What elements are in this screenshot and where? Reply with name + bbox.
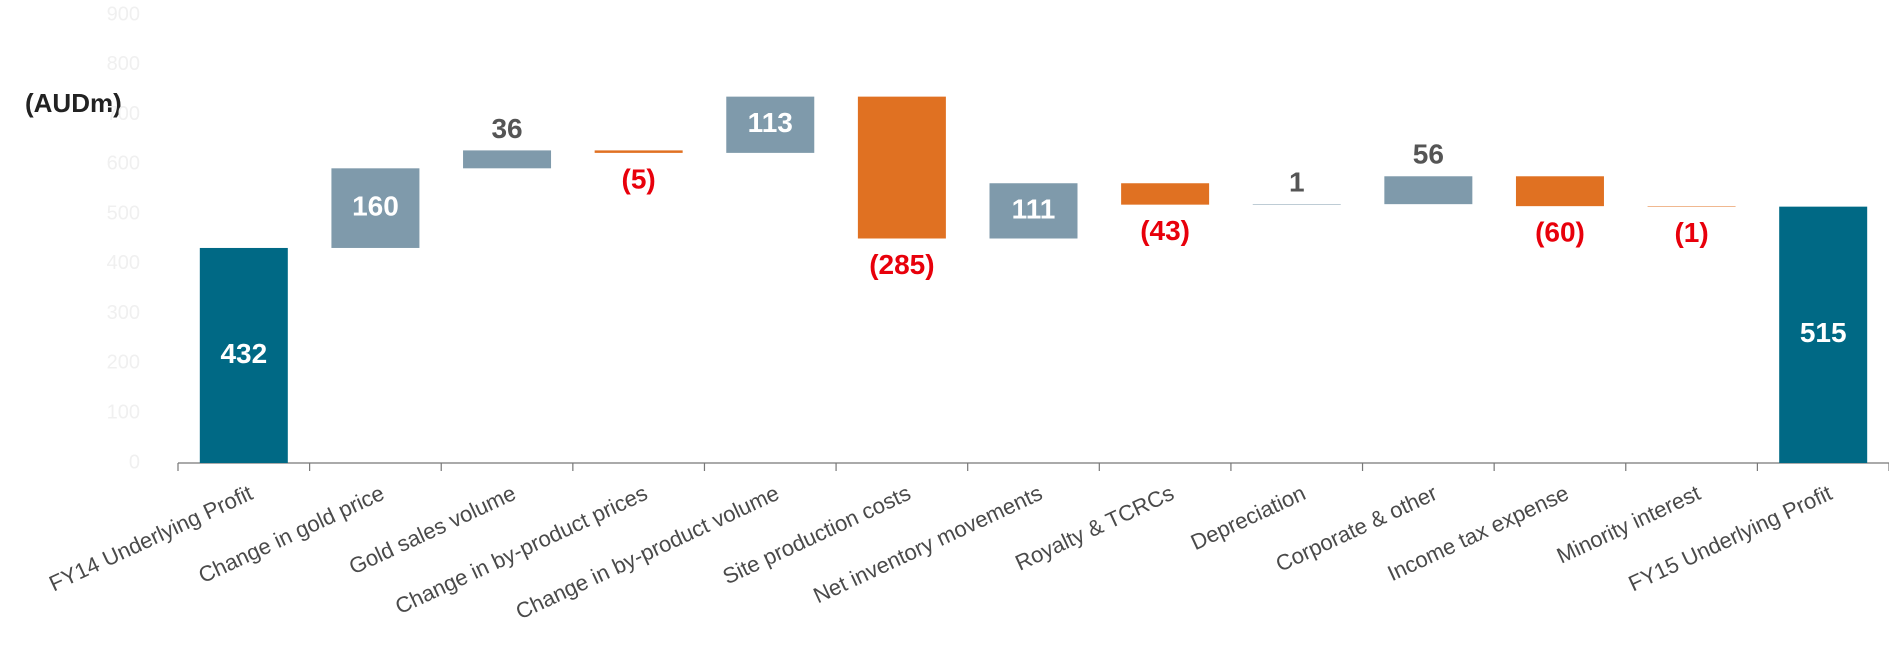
value-label: 111: [1012, 193, 1056, 224]
y-tick-label: 200: [107, 352, 140, 374]
bar: [857, 96, 946, 239]
y-tick-label: 700: [107, 103, 140, 125]
y-tick-label: 400: [107, 252, 140, 274]
value-label: 1: [1289, 167, 1305, 198]
value-label: 160: [352, 191, 399, 222]
value-label: (43): [1140, 215, 1190, 246]
value-label: (1): [1674, 217, 1708, 248]
value-label: (5): [622, 163, 656, 194]
value-label: 36: [491, 113, 522, 144]
value-label: 515: [1800, 317, 1847, 348]
bar: [1779, 206, 1868, 463]
value-label: (285): [869, 249, 934, 280]
bar: [199, 247, 288, 463]
bar: [726, 96, 815, 153]
y-tick-label: 100: [107, 402, 140, 424]
y-tick-label: 900: [107, 3, 140, 25]
value-label: 56: [1413, 139, 1444, 170]
value-label: (60): [1535, 217, 1585, 248]
value-label: 432: [220, 338, 267, 369]
bar: [331, 168, 420, 248]
y-tick-label: 800: [107, 53, 140, 75]
y-tick-label: 0: [129, 451, 140, 473]
x-tick-label: Net inventory movements: [809, 480, 1046, 608]
bar: [1384, 176, 1473, 205]
bar: [1515, 176, 1604, 207]
bar: [1121, 183, 1210, 205]
bar: [463, 150, 552, 169]
y-tick-label: 500: [107, 202, 140, 224]
value-label: 113: [748, 107, 793, 138]
bar: [989, 183, 1078, 239]
y-tick-label: 300: [107, 302, 140, 324]
x-tick-label: Depreciation: [1187, 480, 1310, 555]
y-tick-label: 600: [107, 153, 140, 175]
y-axis-label: (AUDm): [25, 88, 122, 118]
bar: [594, 150, 683, 153]
